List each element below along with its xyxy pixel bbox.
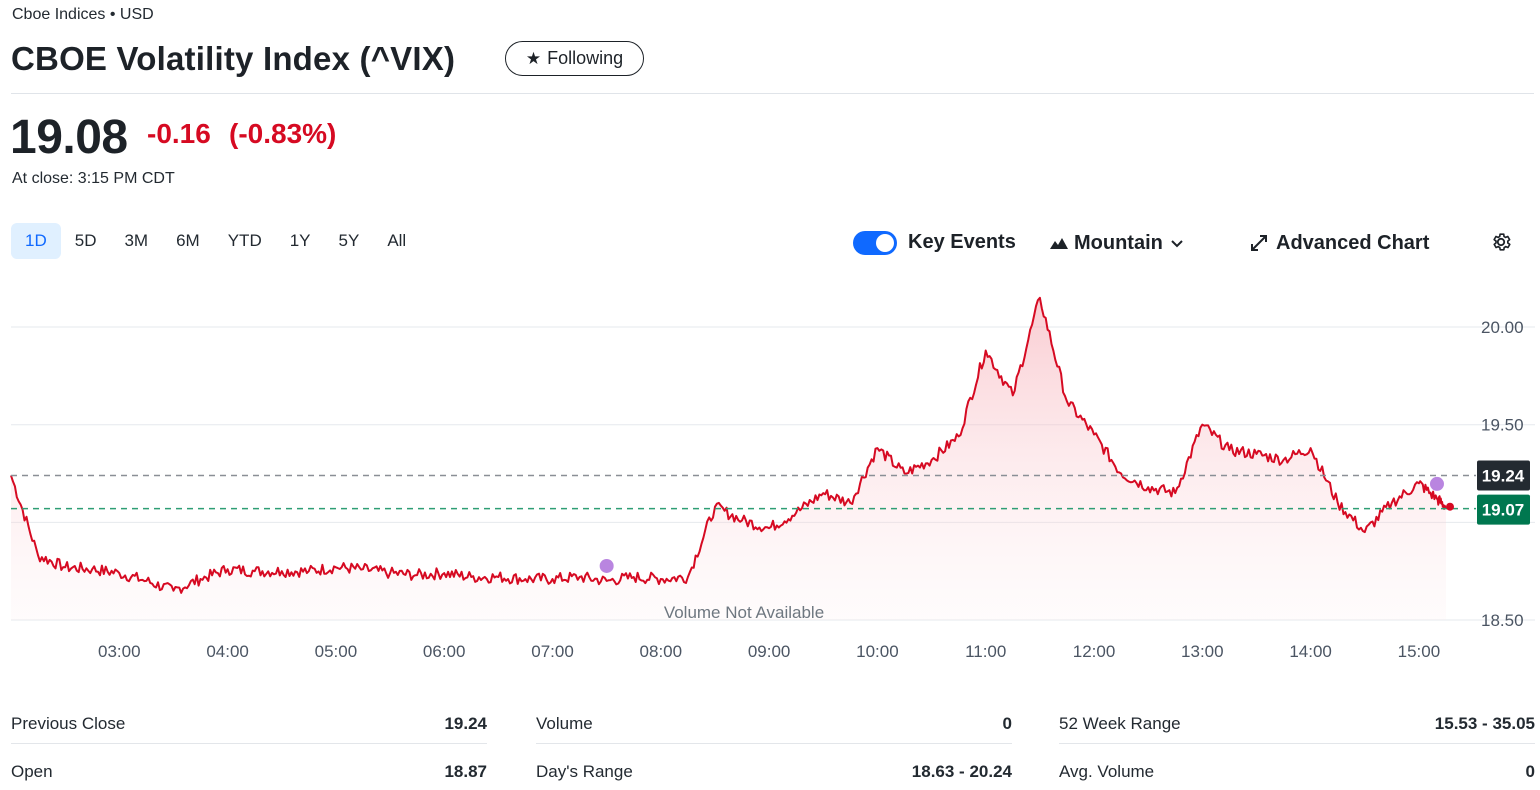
stat-label: Avg. Volume — [1059, 761, 1155, 781]
x-tick-label: 08:00 — [640, 642, 683, 661]
following-label: Following — [547, 48, 624, 68]
expand-icon — [1251, 235, 1267, 251]
x-tick-label: 07:00 — [531, 642, 574, 661]
current-price: 19.08 — [10, 111, 128, 164]
stat-avg-volume: Avg. Volume 0 — [1059, 752, 1535, 790]
stat-label: Day's Range — [536, 761, 633, 781]
previous-close-tag-bg — [1477, 460, 1530, 491]
x-tick-label: 12:00 — [1073, 642, 1116, 661]
last-price-dot — [1446, 502, 1454, 511]
stat-previous-close: Previous Close 19.24 — [11, 704, 487, 744]
range-tab-ytd[interactable]: YTD — [227, 231, 262, 250]
stat-open: Open 18.87 — [11, 752, 487, 790]
range-tab-6m[interactable]: 6M — [176, 231, 200, 250]
x-tick-label: 14:00 — [1289, 642, 1332, 661]
stat-label: 52 Week Range — [1059, 713, 1181, 733]
range-tab-5d[interactable]: 5D — [74, 231, 97, 250]
mountain-icon — [1050, 238, 1068, 249]
x-tick-label: 06:00 — [423, 642, 466, 661]
chart-type-label: Mountain — [1074, 231, 1163, 254]
x-tick-label: 05:00 — [315, 642, 358, 661]
stat-label: Previous Close — [11, 713, 126, 733]
stat-label: Open — [11, 761, 53, 781]
x-tick-label: 10:00 — [856, 642, 899, 661]
current-price-tag: 19.07 — [1482, 501, 1525, 520]
following-button[interactable]: ★ Following — [505, 41, 644, 76]
range-tab-5y[interactable]: 5Y — [338, 231, 360, 250]
star-icon: ★ — [525, 48, 542, 68]
range-tab-all[interactable]: All — [387, 231, 407, 250]
price-area — [11, 297, 1446, 620]
price-line — [10, 296, 1447, 594]
x-tick-label: 13:00 — [1181, 642, 1224, 661]
chevron-down-icon — [1171, 235, 1183, 251]
stat-52-week-range: 52 Week Range 15.53 - 35.05 — [1059, 704, 1535, 744]
range-tab-1y[interactable]: 1Y — [289, 231, 311, 250]
range-tab-1d[interactable]: 1D — [11, 223, 61, 259]
price-change: -0.16 — [147, 118, 211, 149]
y-tick-label: 19.50 — [1481, 416, 1524, 435]
stat-label: Volume — [536, 713, 593, 733]
stat-value: 0 — [1525, 761, 1535, 781]
volume-not-available: Volume Not Available — [664, 603, 824, 622]
x-tick-label: 03:00 — [98, 642, 141, 661]
settings-gear-icon[interactable] — [1489, 229, 1513, 255]
advanced-chart-label: Advanced Chart — [1276, 231, 1430, 254]
key-event-marker[interactable] — [599, 558, 614, 573]
price-chart[interactable]: Volume Not Available 03:00 04:00 05:00 06:0… — [0, 270, 1540, 670]
range-tabs: 1D 5D 3M 6M YTD 1Y 5Y All — [11, 223, 420, 259]
toggle-knob — [876, 234, 894, 252]
x-tick-label: 15:00 — [1398, 642, 1441, 661]
stat-volume: Volume 0 — [536, 704, 1012, 744]
stat-value: 0 — [1002, 713, 1012, 733]
range-tab-3m[interactable]: 3M — [124, 231, 149, 250]
y-tick-label: 20.00 — [1481, 318, 1524, 337]
stat-value: 19.24 — [444, 713, 487, 733]
header-divider — [11, 93, 1534, 94]
stat-day-s-range: Day's Range 18.63 - 20.24 — [536, 752, 1012, 790]
x-tick-label: 09:00 — [748, 642, 791, 661]
x-tick-label: 04:00 — [206, 642, 249, 661]
stat-value: 15.53 - 35.05 — [1434, 713, 1535, 733]
stat-value: 18.63 - 20.24 — [911, 761, 1012, 781]
close-time: At close: 3:15 PM CDT — [12, 170, 175, 187]
stat-value: 18.87 — [444, 761, 487, 781]
x-tick-label: 11:00 — [965, 642, 1006, 661]
chart-type-dropdown[interactable]: Mountain — [1050, 229, 1183, 257]
page-title: CBOE Volatility Index (^VIX) — [11, 40, 456, 77]
key-events-toggle[interactable] — [853, 231, 897, 255]
y-tick-label: 18.50 — [1481, 611, 1524, 630]
price-change-percent: (-0.83%) — [229, 118, 337, 149]
previous-close-tag: 19.24 — [1482, 466, 1525, 485]
key-events-label[interactable]: Key Events — [908, 231, 1016, 253]
advanced-chart-button[interactable]: Advanced Chart — [1250, 229, 1429, 257]
current-price-tag-bg — [1477, 494, 1530, 525]
exchange-currency: Cboe Indices • USD — [12, 6, 154, 23]
key-event-marker[interactable] — [1429, 476, 1444, 491]
